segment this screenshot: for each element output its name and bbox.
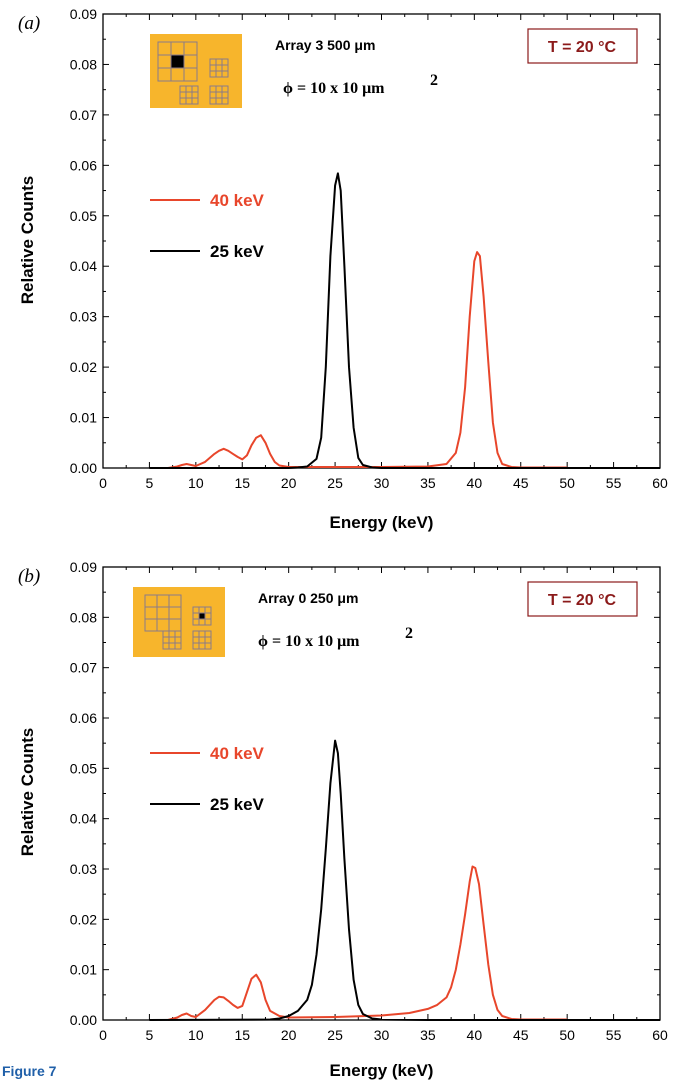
- series-line-40-kev: [167, 251, 568, 469]
- y-tick-label: 0.07: [70, 107, 97, 123]
- x-tick-label: 35: [420, 1027, 436, 1043]
- x-axis-label: Energy (keV): [330, 513, 434, 532]
- pixel-cell: [191, 97, 199, 105]
- panel-label: (b): [18, 566, 40, 587]
- y-tick-label: 0.01: [70, 410, 97, 426]
- pixel-cell: [221, 70, 229, 78]
- pixel-array-small-2: [162, 630, 182, 650]
- temperature-box-frame: [527, 581, 638, 617]
- y-tick-label: 0.09: [70, 6, 97, 22]
- x-tick-label: 45: [513, 1027, 529, 1043]
- x-tick-label: 35: [420, 475, 436, 491]
- x-tick-label: 0: [99, 1027, 107, 1043]
- y-tick-label: 0.06: [70, 157, 97, 173]
- y-tick-label: 0.02: [70, 359, 97, 375]
- x-tick-label: 25: [327, 475, 343, 491]
- pixel-highlight: [170, 54, 185, 69]
- x-tick-label: 50: [559, 475, 575, 491]
- y-tick-label: 0.05: [70, 760, 97, 776]
- pixel-array-small-2: [179, 85, 199, 105]
- x-tick-label: 50: [559, 1027, 575, 1043]
- x-tick-label: 10: [188, 1027, 204, 1043]
- panel-label: (a): [18, 13, 40, 34]
- temperature-box-frame: [527, 28, 638, 64]
- series-line-25-kev: [149, 739, 660, 1021]
- pixel-size-exponent: 2: [405, 625, 413, 642]
- x-tick-label: 15: [234, 475, 250, 491]
- array-label: Array 0 250 μm: [258, 590, 358, 606]
- pixel-size-exponent: 2: [430, 72, 438, 89]
- x-tick-label: 55: [606, 1027, 622, 1043]
- x-axis-label: Energy (keV): [330, 1061, 434, 1080]
- pixel-size-label: ϕ = 10 x 10 μm: [283, 80, 385, 97]
- y-tick-label: 0.04: [70, 811, 97, 827]
- array-inset-graphic: [150, 34, 242, 108]
- x-tick-label: 60: [652, 1027, 668, 1043]
- x-tick-label: 15: [234, 1027, 250, 1043]
- pixel-size-label: ϕ = 10 x 10 μm: [258, 633, 360, 650]
- y-tick-label: 0.00: [70, 1012, 97, 1028]
- y-axis-label: Relative Counts: [18, 728, 37, 856]
- pixel-array-small-1: [209, 58, 229, 78]
- x-tick-label: 40: [467, 1027, 483, 1043]
- chart-panel-b: 0 5 10 15 20 25 30 35 40 45 50 55 60 0.00 0.01 0.02 0.03…: [18, 559, 668, 1080]
- y-tick-label: 0.06: [70, 710, 97, 726]
- y-tick-label: 0.02: [70, 911, 97, 927]
- legend-entry: 25 keV: [210, 795, 265, 814]
- x-tick-label: 55: [606, 475, 622, 491]
- figure-footer-label: Figure 7: [2, 1063, 57, 1079]
- chart-panel-a: 0 5 10 15 20 25 30 35 40 45 50 55 60 0.00 0.01 0.02 0.03…: [18, 6, 668, 532]
- temperature-label: T = 20 °C: [548, 39, 617, 56]
- array-inset-graphic: [133, 587, 225, 657]
- y-tick-label: 0.00: [70, 460, 97, 476]
- legend-entry: 40 keV: [210, 191, 265, 210]
- x-tick-label: 45: [513, 475, 529, 491]
- x-tick-label: 5: [146, 475, 154, 491]
- pixel-highlight: [198, 612, 206, 620]
- series-line-25-kev: [149, 172, 660, 469]
- pixel-cell: [183, 67, 198, 82]
- y-tick-label: 0.01: [70, 962, 97, 978]
- x-tick-label: 40: [467, 475, 483, 491]
- y-tick-label: 0.08: [70, 56, 97, 72]
- pixel-array-small-1: [192, 606, 212, 626]
- pixel-cell: [204, 642, 212, 650]
- x-tick-label: 5: [146, 1027, 154, 1043]
- legend-entry: 40 keV: [210, 744, 265, 763]
- inset-background: [133, 587, 225, 657]
- series-line-40-kev: [167, 865, 568, 1021]
- x-tick-label: 30: [374, 475, 390, 491]
- y-tick-label: 0.09: [70, 559, 97, 575]
- y-tick-label: 0.04: [70, 258, 97, 274]
- y-tick-label: 0.03: [70, 309, 97, 325]
- x-tick-label: 20: [281, 475, 297, 491]
- temperature-label: T = 20 °C: [548, 592, 617, 609]
- pixel-cell: [221, 97, 229, 105]
- temperature-box: T = 20 °C: [527, 581, 638, 617]
- x-tick-label: 0: [99, 475, 107, 491]
- pixel-array-large: [157, 41, 198, 82]
- x-tick-label: 10: [188, 475, 204, 491]
- y-tick-label: 0.08: [70, 609, 97, 625]
- x-tick-label: 30: [374, 1027, 390, 1043]
- legend-entry: 25 keV: [210, 242, 265, 261]
- pixel-array-small-3: [192, 630, 212, 650]
- pixel-cell: [174, 642, 182, 650]
- x-tick-label: 20: [281, 1027, 297, 1043]
- x-tick-label: 60: [652, 475, 668, 491]
- y-axis-label: Relative Counts: [18, 176, 37, 304]
- pixel-cell: [204, 618, 212, 626]
- pixel-array-small-3: [209, 85, 229, 105]
- temperature-box: T = 20 °C: [527, 28, 638, 64]
- y-tick-label: 0.03: [70, 861, 97, 877]
- y-tick-label: 0.05: [70, 208, 97, 224]
- x-tick-label: 25: [327, 1027, 343, 1043]
- array-label: Array 3 500 μm: [275, 37, 375, 53]
- y-tick-label: 0.07: [70, 660, 97, 676]
